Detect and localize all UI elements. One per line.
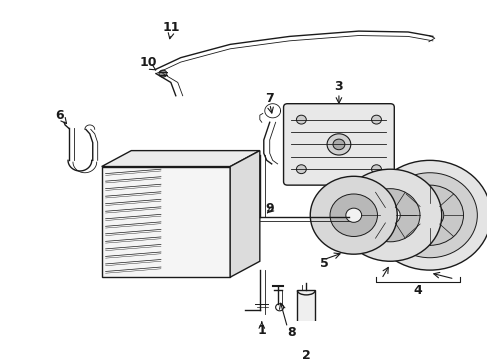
Text: 2: 2 <box>302 348 311 360</box>
Text: 7: 7 <box>266 92 274 105</box>
Circle shape <box>382 173 477 258</box>
Circle shape <box>310 176 397 254</box>
Circle shape <box>327 134 351 155</box>
Circle shape <box>339 169 442 261</box>
Circle shape <box>371 115 381 124</box>
Circle shape <box>424 210 436 221</box>
Text: 9: 9 <box>266 202 274 215</box>
Bar <box>297 291 315 339</box>
Circle shape <box>330 194 377 237</box>
Circle shape <box>380 206 400 224</box>
Circle shape <box>296 115 306 124</box>
Circle shape <box>368 160 490 270</box>
Circle shape <box>371 165 381 174</box>
Circle shape <box>159 70 167 77</box>
Circle shape <box>361 189 420 242</box>
Text: 11: 11 <box>162 21 180 34</box>
FancyBboxPatch shape <box>284 104 394 185</box>
Circle shape <box>396 185 464 245</box>
Polygon shape <box>230 150 260 277</box>
Text: 1: 1 <box>257 324 266 337</box>
Text: 3: 3 <box>335 80 343 93</box>
Circle shape <box>296 165 306 174</box>
Text: 8: 8 <box>287 325 296 339</box>
Circle shape <box>416 203 444 228</box>
Text: 5: 5 <box>319 257 328 270</box>
Circle shape <box>333 139 345 150</box>
Text: 10: 10 <box>139 55 157 69</box>
Bar <box>101 167 230 277</box>
Polygon shape <box>101 150 260 167</box>
Text: 6: 6 <box>55 109 63 122</box>
Circle shape <box>346 208 362 222</box>
Text: 4: 4 <box>414 284 422 297</box>
